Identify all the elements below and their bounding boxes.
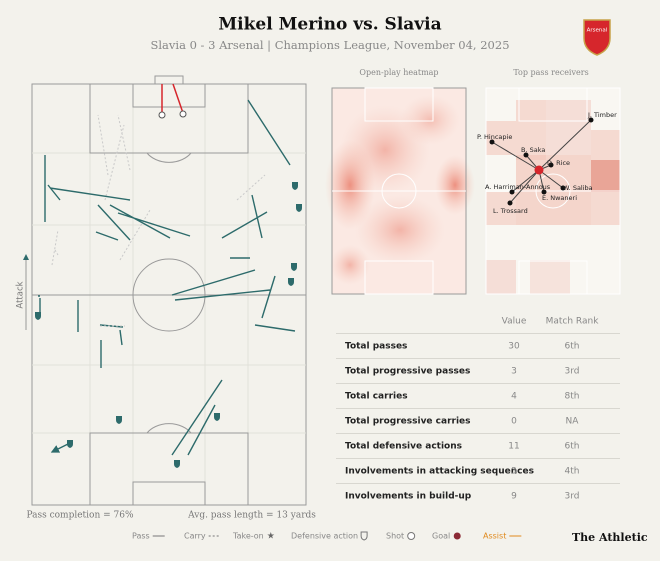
row-label: Involvements in attacking sequences <box>345 467 534 477</box>
subtitle: Slavia 0 - 3 Arsenal | Champions League,… <box>150 38 509 53</box>
column-header: Value <box>502 317 527 327</box>
row-label: Total defensive actions <box>345 442 462 452</box>
legend-icon: ★ <box>267 532 275 542</box>
row-value: 3 <box>511 367 517 377</box>
legend: The Athletic Pass Carry Take-on ★ Defensive … <box>132 531 648 544</box>
brand: The Athletic <box>572 531 648 544</box>
row-rank: 6th <box>565 442 580 452</box>
row-value: 11 <box>508 442 519 452</box>
footer-stat: Pass completion = 76% <box>26 511 133 521</box>
receiver-label: L. Trossard <box>493 207 528 215</box>
row-label: Total passes <box>345 342 407 352</box>
legend-item: Take-on <box>232 532 264 541</box>
receiver-label: J. Timber <box>587 111 617 119</box>
legend-item: Goal <box>432 532 450 541</box>
legend-item: Shot <box>386 532 404 541</box>
row-value: 3 <box>511 467 517 477</box>
receiver-label: A. Harriman-Annous <box>485 183 551 191</box>
legend-item: Assist <box>483 532 506 541</box>
row-value: 30 <box>508 342 520 352</box>
title: Mikel Merino vs. Slavia <box>218 15 441 35</box>
receiver-label: P. Hincapie <box>477 133 512 141</box>
row-rank: 3rd <box>565 492 580 502</box>
receiver-label: D. Rice <box>547 159 570 167</box>
receiver-label: W. Saliba <box>563 184 593 192</box>
legend-item: Pass <box>132 532 150 541</box>
receivers: Top pass receivers J. Timber P. Hincapie… <box>477 68 621 295</box>
row-label: Total progressive passes <box>345 367 470 377</box>
heatmap: Open-play heatmap <box>325 68 475 295</box>
badge: Arsenal <box>583 19 611 56</box>
badge-text: Arsenal <box>587 28 608 34</box>
column-header: Match Rank <box>546 317 600 327</box>
row-rank: 8th <box>565 392 580 402</box>
receiver-label: B. Saka <box>521 146 545 154</box>
row-rank: 3rd <box>565 367 580 377</box>
row-value: 9 <box>511 492 517 502</box>
pass-map: Attack Pass completion = 76% Avg. pass l… <box>16 75 316 521</box>
row-label: Total carries <box>345 392 408 402</box>
legend-item: Carry <box>184 532 206 541</box>
receivers-title: Top pass receivers <box>513 68 588 77</box>
row-value: 0 <box>511 417 517 427</box>
row-label: Total progressive carries <box>345 417 471 427</box>
direction-label: Attack <box>16 281 26 308</box>
row-label: Involvements in build-up <box>345 492 472 502</box>
row-value: 4 <box>511 392 517 402</box>
row-rank: 4th <box>565 467 580 477</box>
legend-icon <box>407 532 416 540</box>
receiver-label: E. Nwaneri <box>542 194 577 202</box>
legend-icon <box>360 531 368 541</box>
row-rank: NA <box>566 417 580 427</box>
heatmap-title: Open-play heatmap <box>359 68 438 77</box>
footer-stat: Avg. pass length = 13 yards <box>187 511 316 521</box>
legend-icon <box>453 532 461 540</box>
row-rank: 6th <box>565 342 580 352</box>
legend-item: Defensive action <box>291 532 358 541</box>
